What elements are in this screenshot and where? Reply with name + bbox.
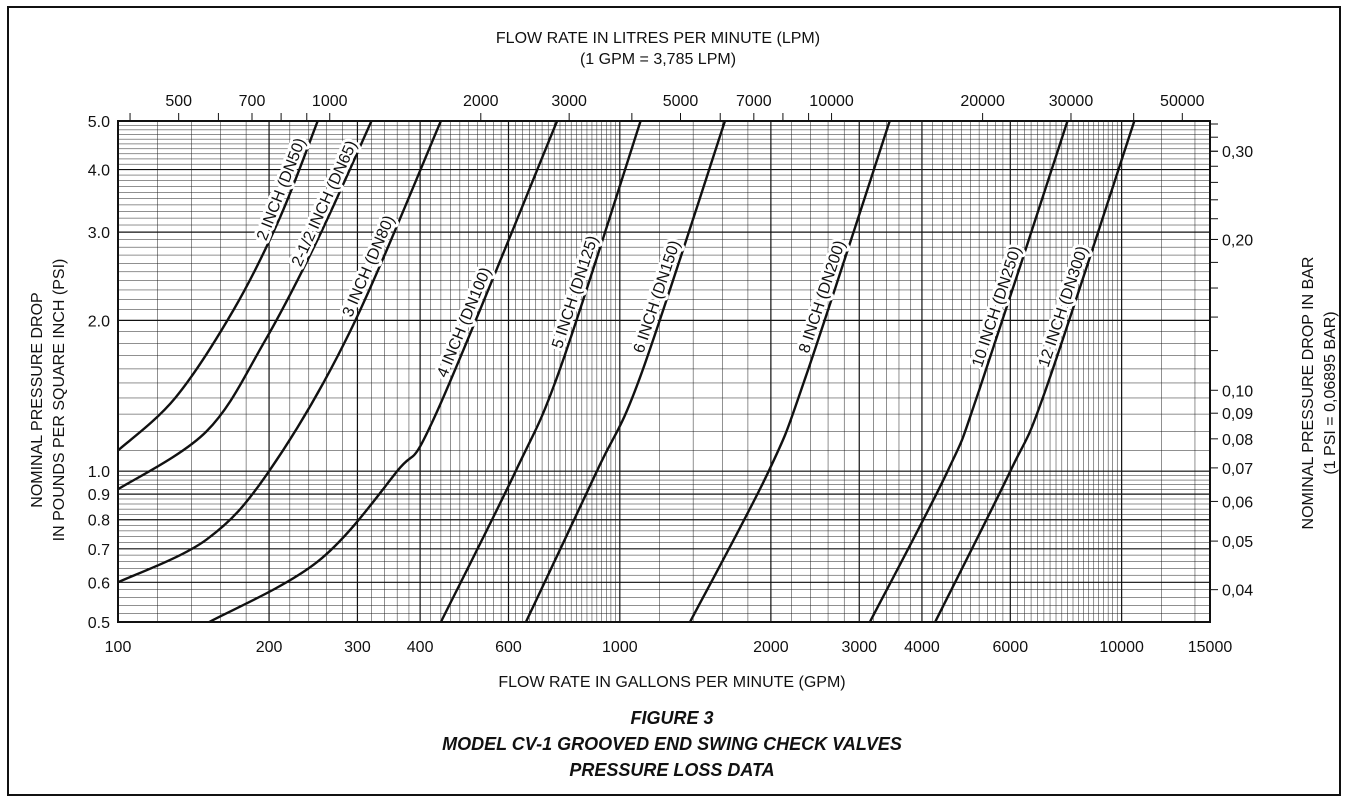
top-axis-title: FLOW RATE IN LITRES PER MINUTE (LPM) [496, 30, 820, 47]
x-tick-label: 100 [105, 639, 132, 656]
series-label: 8 INCH (DN200) [796, 238, 849, 355]
top-tick-label: 2000 [463, 93, 499, 110]
right-tick-label: 0,05 [1222, 534, 1253, 551]
x-tick-label: 1000 [602, 639, 638, 656]
top-tick-label: 700 [239, 93, 266, 110]
top-tick-label: 7000 [736, 93, 772, 110]
series-line [688, 120, 891, 623]
y-tick-label: 0.5 [88, 615, 110, 632]
y-tick-label: 4.0 [88, 163, 110, 180]
top-tick-label: 5000 [663, 93, 699, 110]
x-tick-label: 400 [407, 639, 434, 656]
figure-title: MODEL CV-1 GROOVED END SWING CHECK VALVE… [442, 734, 902, 754]
y-tick-label: 0.6 [88, 575, 110, 592]
right-tick-label: 0,04 [1222, 583, 1253, 600]
y-axis-title-line1: NOMINAL PRESSURE DROP [29, 292, 46, 507]
top-tick-label: 1000 [312, 93, 348, 110]
series-line [117, 120, 442, 584]
figure-number: FIGURE 3 [630, 708, 713, 728]
series-label: 3 INCH (DN80) [340, 213, 399, 319]
series-line [868, 120, 1069, 623]
x-tick-label: 15000 [1188, 639, 1233, 656]
series-group: 2 INCH (DN50)2-1/2 INCH (DN65)3 INCH (DN… [117, 120, 1136, 624]
x-tick-label: 600 [495, 639, 522, 656]
series-label: 10 INCH (DN250) [969, 244, 1025, 369]
right-tick-label: 0,09 [1222, 406, 1253, 423]
y-tick-label: 1.0 [88, 464, 110, 481]
plot-border [117, 120, 1211, 623]
top-tick-label: 10000 [809, 93, 854, 110]
y-tick-label: 0.7 [88, 542, 110, 559]
top-tick-label: 50000 [1160, 93, 1205, 110]
series-label: 2 INCH (DN50) [254, 136, 309, 243]
x-tick-label: 200 [256, 639, 283, 656]
series-line [208, 120, 559, 624]
major-grid [117, 113, 1218, 623]
y-tick-label: 2.0 [88, 313, 110, 330]
right-axis-title-line1: NOMINAL PRESSURE DROP IN BAR [1300, 257, 1317, 530]
figure-subtitle: PRESSURE LOSS DATA [569, 760, 774, 780]
y-tick-label: 3.0 [88, 225, 110, 242]
y-tick-label: 0.8 [88, 513, 110, 530]
top-tick-label: 20000 [960, 93, 1005, 110]
x-axis-title: FLOW RATE IN GALLONS PER MINUTE (GPM) [498, 674, 845, 691]
top-tick-label: 3000 [551, 93, 587, 110]
tick-labels: 100 200 300 400 600 1000 2000 3000 4000 6000 10000… [88, 93, 1253, 656]
series-line [117, 120, 319, 452]
right-tick-label: 0,10 [1222, 383, 1253, 400]
right-tick-label: 0,06 [1222, 494, 1253, 511]
right-tick-label: 0,20 [1222, 232, 1253, 249]
x-tick-label: 2000 [753, 639, 789, 656]
right-tick-label: 0,08 [1222, 432, 1253, 449]
series-line [117, 120, 373, 491]
x-tick-label: 6000 [993, 639, 1029, 656]
x-tick-label: 4000 [904, 639, 940, 656]
y-axis-title-line2: IN POUNDS PER SQUARE INCH (PSI) [51, 259, 68, 542]
top-axis-subtitle: (1 GPM = 3,785 LPM) [580, 51, 736, 68]
top-tick-label: 500 [165, 93, 192, 110]
y-tick-label: 0.9 [88, 487, 110, 504]
series-line [524, 120, 727, 623]
right-tick-label: 0,30 [1222, 144, 1253, 161]
top-tick-label: 30000 [1049, 93, 1094, 110]
x-tick-label: 3000 [841, 639, 877, 656]
series-line [439, 120, 642, 623]
series-label: 6 INCH (DN150) [631, 238, 684, 355]
right-tick-label: 0,07 [1222, 461, 1253, 478]
right-axis-title-line2: (1 PSI = 0,06895 BAR) [1322, 311, 1339, 474]
series-line [934, 120, 1136, 623]
x-tick-label: 300 [344, 639, 371, 656]
y-tick-label: 5.0 [88, 114, 110, 131]
x-tick-label: 10000 [1099, 639, 1144, 656]
series-label: 5 INCH (DN125) [549, 234, 601, 351]
